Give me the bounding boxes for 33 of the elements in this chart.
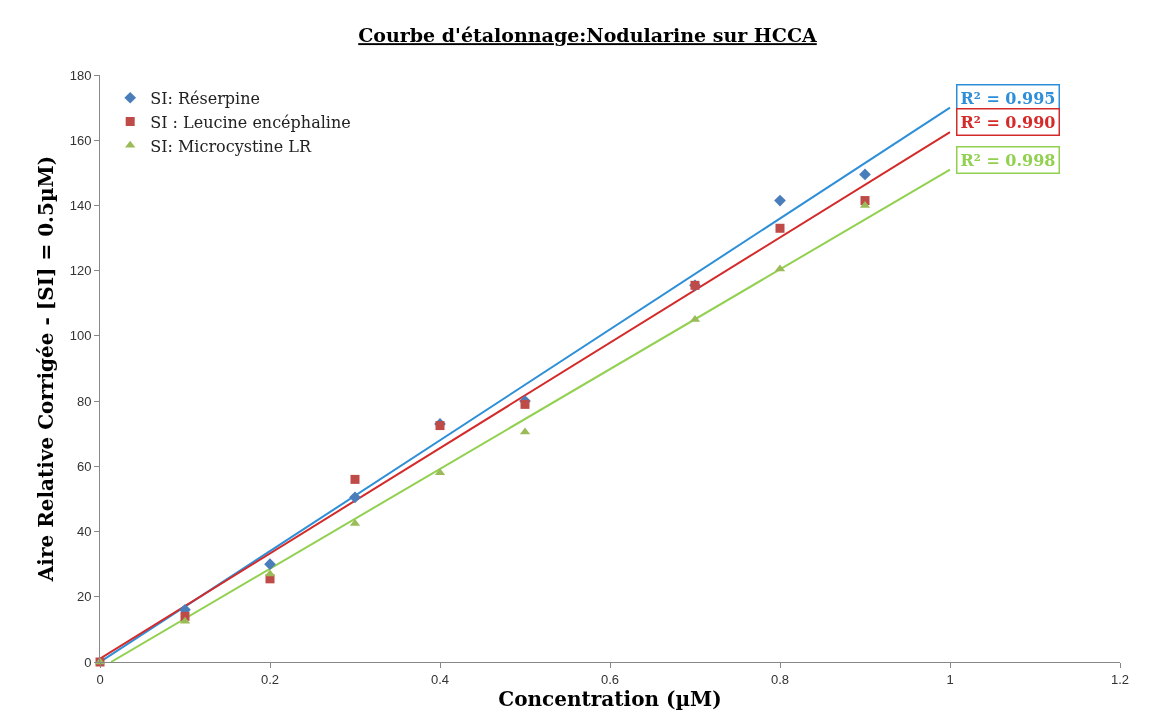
point: [349, 491, 361, 504]
annotation: R² = 0.995: [960, 88, 1056, 108]
y-axis-title: Aire Relative Corrigée - [SI] = 0.5µM): [34, 155, 59, 583]
legend-label: SI : Leucine encéphaline: [150, 112, 351, 132]
y-tick-label: 120: [69, 263, 92, 279]
y-tick-label: 100: [69, 328, 92, 344]
y-tick-label: 40: [76, 524, 92, 540]
x-tick-label: 0.6: [600, 671, 620, 687]
legend-label: SI: Microcystine LR: [150, 136, 312, 156]
y-tick-label: 60: [76, 458, 92, 474]
x-tick-label: 0.2: [260, 671, 280, 687]
x-axis-title: Concentration (µM): [498, 687, 722, 712]
legend-label: SI: Réserpine: [150, 89, 260, 109]
point: [774, 194, 786, 207]
y-tick-label: 20: [76, 589, 92, 605]
x-tick-label: 0.4: [430, 671, 450, 687]
annotation: R² = 0.990: [960, 112, 1056, 132]
point: [775, 223, 785, 233]
point: [350, 474, 360, 484]
x-tick-label: 1.2: [1110, 671, 1130, 687]
y-tick-label: 0: [84, 654, 92, 670]
x-tick-label: 0: [96, 671, 104, 687]
y-tick-label: 140: [69, 197, 92, 213]
point: [520, 399, 530, 409]
x-tick-label: 1: [946, 671, 954, 687]
point: [264, 558, 276, 571]
y-tick-label: 160: [69, 132, 92, 148]
y-tick-label: 180: [69, 67, 92, 83]
x-tick-label: 0.8: [770, 671, 790, 687]
annotation: R² = 0.998: [960, 150, 1056, 170]
point: [859, 168, 871, 181]
chart-title: Courbe d'étalonnage:Nodularine sur HCCA: [358, 24, 818, 47]
y-tick-label: 80: [76, 393, 92, 409]
